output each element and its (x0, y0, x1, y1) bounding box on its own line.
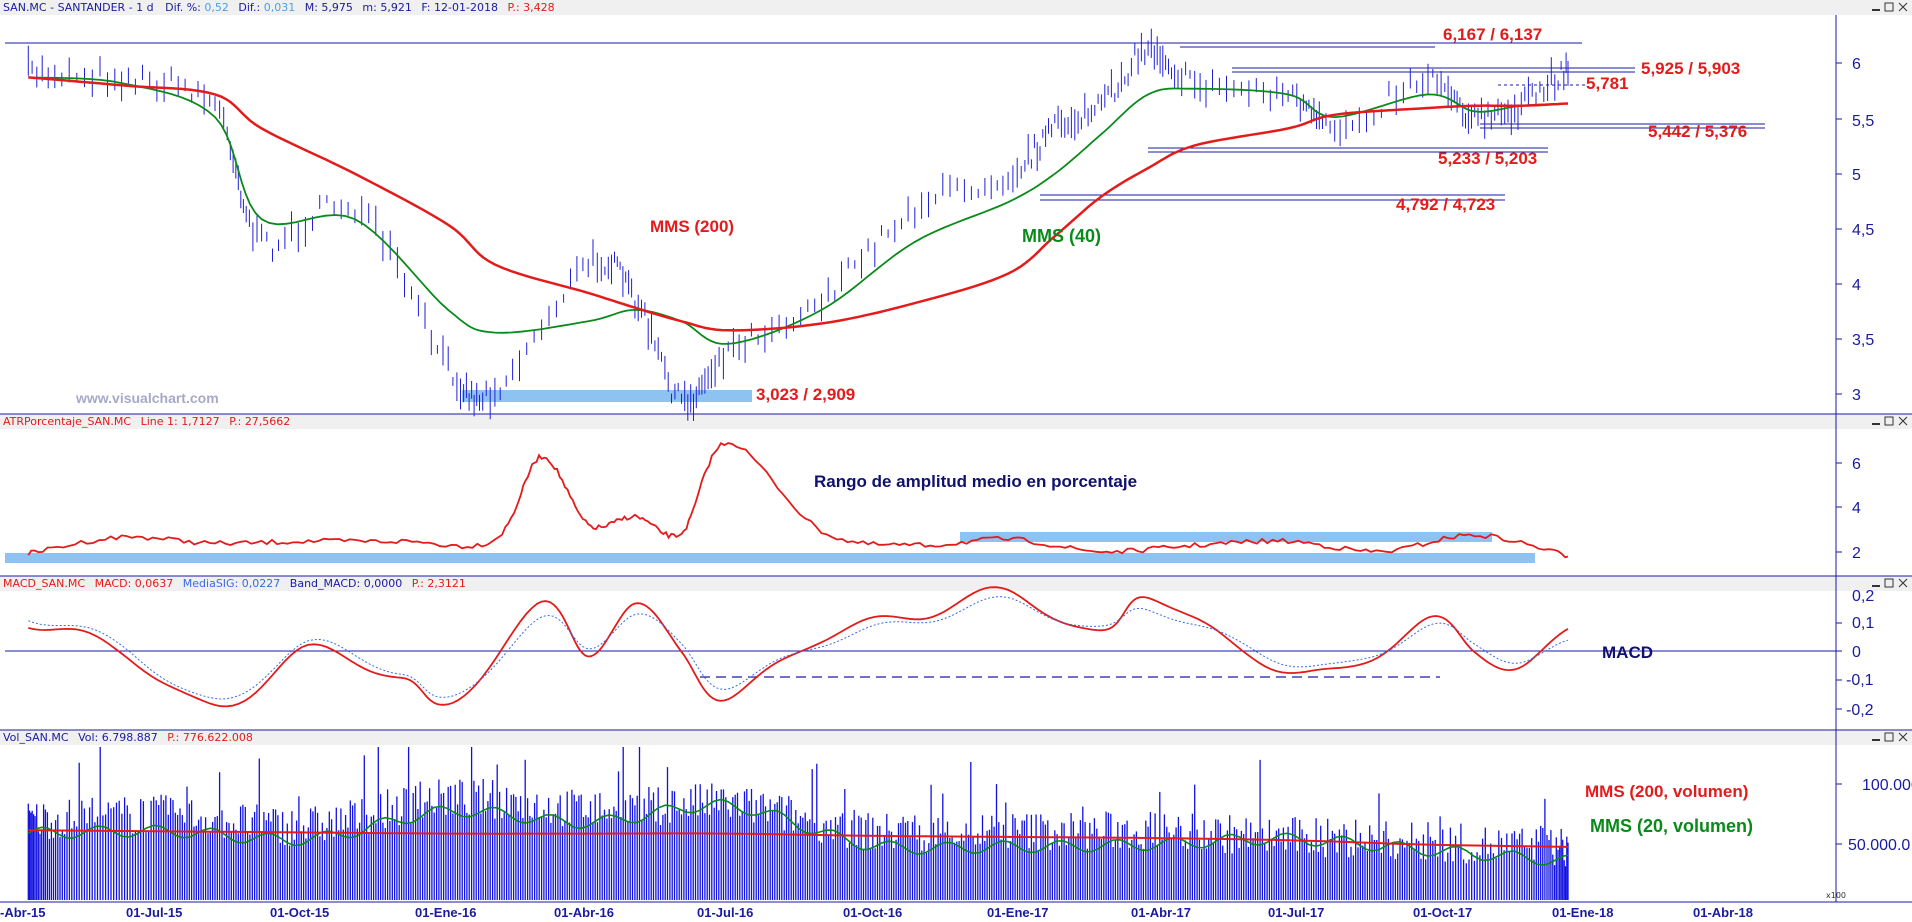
xtick: 01-Abr-18 (1693, 905, 1753, 920)
x-axis: -Abr-15 01-Jul-15 01-Oct-15 01-Ene-16 01… (0, 905, 1753, 920)
macd-ytick: 0 (1852, 644, 1861, 661)
atr-ytick: 2 (1852, 545, 1861, 562)
atr-panel: Rango de amplitud medio en porcentaje 6 … (5, 441, 1861, 563)
vol-ytick: 50.000.0 (1848, 837, 1910, 854)
xtick: 01-Jul-16 (697, 905, 753, 920)
xtick: 01-Ene-16 (415, 905, 476, 920)
vol-ytick: 100.000 (1862, 777, 1912, 794)
macd-ytick: -0,2 (1846, 702, 1874, 719)
price-ytick: 4 (1852, 277, 1861, 294)
price-ytick: 3 (1852, 387, 1861, 404)
vol-mms20-line (27, 798, 1569, 866)
close-icon[interactable] (1898, 578, 1908, 588)
support-zone-highlight (462, 390, 752, 402)
vol-header: Vol_SAN.MC Vol: 6.798.887 P.: 776.622.00… (3, 731, 253, 744)
macd-line (28, 586, 1569, 708)
macd-signal-line (28, 596, 1569, 700)
xtick: 01-Jul-17 (1268, 905, 1324, 920)
macd-title: MACD (1602, 643, 1653, 662)
xtick: 01-Ene-17 (987, 905, 1048, 920)
resistance-label-3: 5,781 (1586, 74, 1629, 93)
price-ytick: 5 (1852, 167, 1861, 184)
price-yaxis: 6 5,5 5 4,5 4 3,5 3 (1836, 56, 1874, 404)
atr-yaxis: 6 4 2 (1836, 456, 1861, 562)
macd-ytick: -0,1 (1846, 672, 1874, 689)
xtick: 01-Abr-16 (554, 905, 614, 920)
macd-ytick: 0,2 (1852, 588, 1874, 605)
watermark: www.visualchart.com (75, 390, 219, 406)
resistance-label-2: 5,925 / 5,903 (1641, 59, 1740, 78)
vol-yaxis: 100.000 50.000.0 (1836, 777, 1912, 854)
macd-header: MACD_SAN.MC MACD: 0,0637 MediaSIG: 0,022… (3, 577, 466, 590)
support-label-4: 3,023 / 2,909 (756, 385, 855, 404)
mms40-label: MMS (40) (1022, 226, 1101, 246)
price-ytick: 3,5 (1852, 332, 1874, 349)
window-controls-vol[interactable] (1872, 732, 1908, 742)
minimize-icon[interactable] (1872, 739, 1880, 741)
volume-panel: MMS (200, volumen) MMS (20, volumen) x10… (27, 747, 1912, 900)
mms200-line (28, 76, 1569, 332)
price-series (27, 28, 1569, 421)
close-icon[interactable] (1898, 2, 1908, 12)
xtick: 01-Abr-17 (1131, 905, 1191, 920)
price-panel: 6,167 / 6,137 5,925 / 5,903 5,781 5,442 … (5, 25, 1874, 421)
window-controls-macd[interactable] (1872, 578, 1908, 588)
xtick: 01-Ene-18 (1552, 905, 1613, 920)
price-header: SAN.MC - SANTANDER - 1 d Dif. %: 0,52 Di… (3, 1, 555, 14)
mms40-line (28, 76, 1569, 345)
support-label-3: 4,792 / 4,723 (1396, 195, 1495, 214)
atr-highlight-top (960, 532, 1492, 542)
minimize-icon[interactable] (1872, 423, 1880, 425)
price-ytick: 4,5 (1852, 222, 1874, 239)
support-label-1: 5,442 / 5,376 (1648, 122, 1747, 141)
panel-frames (0, 0, 1912, 903)
atr-ytick: 4 (1852, 500, 1861, 517)
resistance-label-1: 6,167 / 6,137 (1443, 25, 1542, 44)
maximize-icon[interactable] (1884, 732, 1894, 742)
vol-mms200-label: MMS (200, volumen) (1585, 782, 1748, 801)
close-icon[interactable] (1898, 732, 1908, 742)
close-icon[interactable] (1898, 416, 1908, 426)
price-ytick: 5,5 (1852, 113, 1874, 130)
support-label-2: 5,233 / 5,203 (1438, 149, 1537, 168)
maximize-icon[interactable] (1884, 2, 1894, 12)
vol-mms20-label: MMS (20, volumen) (1590, 816, 1753, 836)
vol-mms200-line (28, 829, 1569, 848)
window-controls-price[interactable] (1872, 2, 1908, 12)
price-ytick: 6 (1852, 56, 1861, 73)
macd-ytick: 0,1 (1852, 615, 1874, 632)
xtick: 01-Jul-15 (126, 905, 182, 920)
atr-highlight-bottom (5, 553, 1535, 563)
mms200-label: MMS (200) (650, 217, 734, 236)
maximize-icon[interactable] (1884, 416, 1894, 426)
maximize-icon[interactable] (1884, 578, 1894, 588)
vol-scale-marker: x100 (1826, 891, 1846, 900)
minimize-icon[interactable] (1872, 9, 1880, 11)
atr-line (27, 441, 1569, 559)
xtick: 01-Oct-16 (843, 905, 902, 920)
xtick: -Abr-15 (0, 905, 46, 920)
xtick: 01-Oct-17 (1413, 905, 1472, 920)
level-lines (5, 42, 1765, 201)
xtick: 01-Oct-15 (270, 905, 329, 920)
atr-header: ATRPorcentaje_SAN.MC Line 1: 1,7127 P.: … (3, 415, 290, 428)
minimize-icon[interactable] (1872, 585, 1880, 587)
atr-title: Rango de amplitud medio en porcentaje (814, 472, 1137, 491)
window-controls-atr[interactable] (1872, 416, 1908, 426)
macd-panel: MACD 0,2 0,1 0 -0,1 -0,2 (5, 586, 1874, 719)
macd-yaxis: 0,2 0,1 0 -0,1 -0,2 (1836, 588, 1874, 719)
atr-ytick: 6 (1852, 456, 1861, 473)
